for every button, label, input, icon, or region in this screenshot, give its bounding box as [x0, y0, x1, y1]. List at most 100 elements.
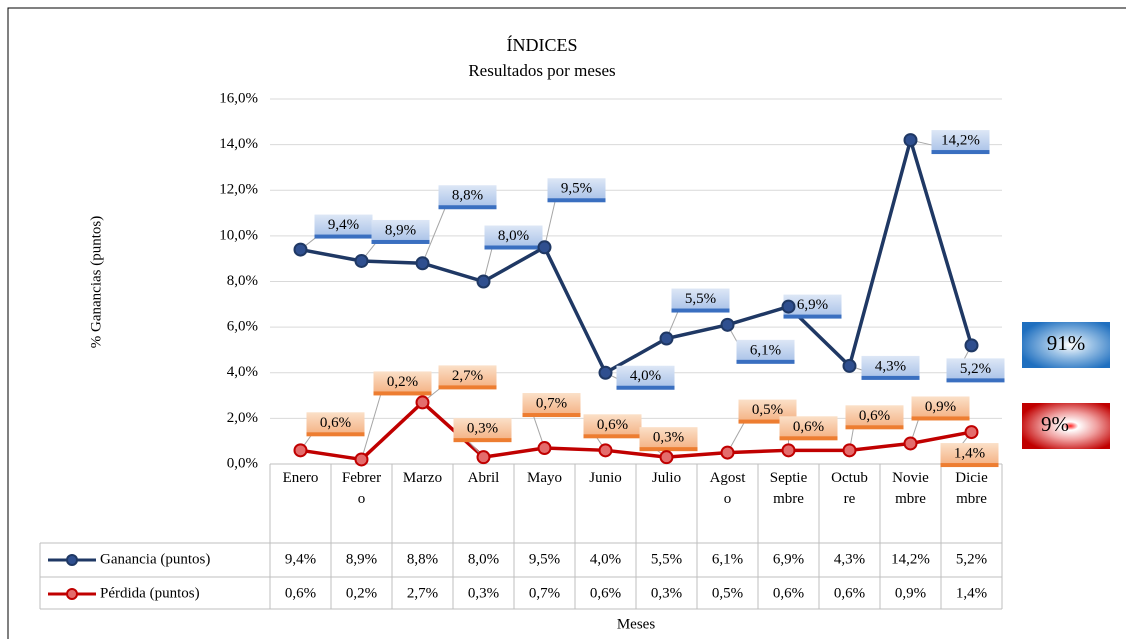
data-label: 8,9% [385, 222, 416, 238]
marker [476, 274, 491, 289]
data-label: 0,6% [320, 415, 351, 431]
data-label-strip [547, 198, 606, 203]
data-label: 9,5% [561, 181, 592, 197]
data-label-box [783, 294, 842, 317]
data-label-strip [484, 245, 543, 250]
chart-title: ÍNDICES [507, 34, 578, 55]
data-label-strip [736, 359, 795, 364]
data-label-box [438, 365, 497, 388]
marker [720, 317, 735, 332]
data-label-strip [373, 391, 432, 396]
data-label-strip [583, 434, 642, 439]
data-label-box [736, 339, 795, 362]
data-label: 9,4% [328, 217, 359, 233]
x-tick-label: Julio [651, 470, 682, 486]
data-label-strip [931, 150, 990, 155]
data-label: 2,7% [452, 368, 483, 384]
data-label-box [946, 358, 1005, 381]
data-label-strip [946, 378, 1005, 383]
table-value: 0,6% [285, 585, 316, 601]
data-label: 0,5% [752, 402, 783, 418]
marker [537, 240, 552, 255]
data-label-strip [438, 385, 497, 390]
marker [659, 450, 674, 465]
table-value: 6,9% [773, 551, 804, 567]
marker [964, 338, 979, 353]
marker [415, 256, 430, 271]
y-tick-label: 6,0% [227, 319, 258, 335]
leader-line [544, 195, 557, 248]
series-line [300, 133, 974, 376]
data-label-box [639, 427, 698, 450]
marker [781, 443, 796, 458]
marker [598, 365, 613, 380]
x-tick-label: Octubre [831, 470, 868, 507]
table-value: 0,6% [590, 585, 621, 601]
table-value: 4,0% [590, 551, 621, 567]
data-label-strip [639, 447, 698, 452]
marker [354, 452, 369, 467]
marker [476, 450, 491, 465]
badge [1022, 403, 1110, 449]
data-label-strip [779, 436, 838, 441]
data-label-box [306, 412, 365, 435]
x-tick-label: Abril [467, 470, 500, 486]
marker [842, 443, 857, 458]
table-value: 1,4% [956, 585, 987, 601]
data-label-strip [861, 375, 920, 380]
data-label: 0,9% [925, 399, 956, 415]
data-label: 5,5% [685, 291, 716, 307]
table-value: 5,2% [956, 551, 987, 567]
y-tick-label: 16,0% [219, 90, 258, 106]
marker [903, 436, 918, 451]
data-label: 8,8% [452, 188, 483, 204]
data-label: 8,0% [498, 228, 529, 244]
data-label-box [522, 393, 581, 416]
x-tick-label: Marzo [402, 470, 443, 486]
data-label: 1,4% [954, 446, 985, 462]
data-label: 14,2% [941, 133, 980, 149]
badge [1022, 322, 1110, 368]
data-label-box [845, 405, 904, 428]
x-tick-label: Mayo [527, 470, 562, 486]
y-tick-label: 4,0% [227, 364, 258, 380]
data-label-strip [616, 385, 675, 390]
table-value: 0,3% [468, 585, 499, 601]
x-tick-label: Enero [282, 470, 319, 486]
table-value: 8,8% [407, 551, 438, 567]
x-tick-label: Diciembre [955, 470, 988, 507]
x-tick-label: Junio [589, 470, 622, 486]
marker [354, 253, 369, 268]
marker [964, 425, 979, 440]
x-tick-label: Noviembre [892, 470, 929, 507]
data-label-strip [306, 432, 365, 437]
data-label-strip [783, 314, 842, 319]
table-value: 0,2% [346, 585, 377, 601]
marker [903, 133, 918, 148]
table-value: 8,0% [468, 551, 499, 567]
data-label-strip [453, 438, 512, 443]
data-label: 4,0% [630, 368, 661, 384]
leader-line [361, 388, 383, 460]
badge-text: 9% [1041, 412, 1069, 436]
table-value: 4,3% [834, 551, 865, 567]
data-label-strip [438, 205, 497, 210]
marker [537, 441, 552, 456]
table-value: 0,6% [773, 585, 804, 601]
data-label-box [484, 225, 543, 248]
table-value: 8,9% [346, 551, 377, 567]
x-tick-label: Febrero [341, 470, 382, 507]
marker [598, 443, 613, 458]
data-label-box [453, 418, 512, 441]
legend-marker [66, 554, 78, 566]
data-label: 0,3% [653, 430, 684, 446]
data-label-box [438, 185, 497, 208]
data-label-box [911, 396, 970, 419]
data-label-strip [911, 416, 970, 421]
table-value: 0,3% [651, 585, 682, 601]
data-label: 0,2% [387, 374, 418, 390]
data-label: 6,9% [797, 297, 828, 313]
leader-line [422, 202, 448, 264]
data-label-strip [671, 308, 730, 313]
